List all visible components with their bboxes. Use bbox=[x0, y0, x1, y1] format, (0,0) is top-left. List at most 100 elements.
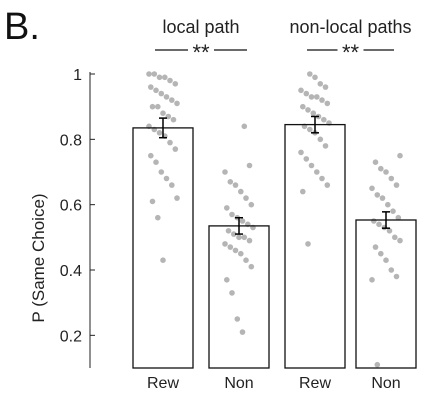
data-point bbox=[231, 231, 237, 237]
y-tick-label: 1 bbox=[73, 67, 82, 84]
y-axis-label: P (Same Choice) bbox=[29, 193, 48, 322]
y-axis: 0.2 0.4 0.6 0.8 1 bbox=[60, 67, 95, 368]
data-point bbox=[303, 90, 310, 97]
data-point bbox=[163, 175, 170, 182]
data-point bbox=[312, 74, 318, 81]
data-point bbox=[392, 234, 398, 241]
data-point bbox=[174, 100, 180, 107]
significance-marker: ** bbox=[342, 40, 360, 65]
data-point bbox=[378, 165, 384, 172]
data-point bbox=[246, 162, 253, 169]
data-point bbox=[158, 90, 165, 97]
data-point bbox=[156, 130, 163, 136]
data-point bbox=[300, 188, 306, 195]
data-point bbox=[322, 143, 329, 149]
data-point bbox=[151, 71, 158, 77]
data-point bbox=[148, 152, 154, 159]
data-point bbox=[246, 237, 253, 244]
data-point bbox=[388, 267, 395, 273]
data-point bbox=[324, 182, 331, 188]
data-point bbox=[395, 214, 402, 221]
data-point bbox=[386, 228, 393, 234]
data-point bbox=[383, 169, 389, 175]
data-point bbox=[369, 185, 375, 192]
data-point bbox=[174, 195, 180, 201]
data-point bbox=[317, 136, 324, 143]
data-point bbox=[243, 257, 249, 264]
data-point bbox=[314, 169, 320, 175]
data-point bbox=[146, 71, 152, 77]
data-point bbox=[317, 81, 324, 87]
data-point bbox=[393, 273, 400, 280]
data-point bbox=[225, 228, 232, 234]
data-point bbox=[390, 208, 396, 214]
x-tick-label: Non bbox=[371, 375, 400, 392]
data-point bbox=[324, 100, 331, 107]
group-label: non-local paths bbox=[289, 17, 411, 37]
data-point bbox=[229, 290, 235, 296]
data-point bbox=[156, 74, 163, 81]
data-point bbox=[303, 156, 310, 162]
data-point bbox=[162, 74, 168, 81]
error-bar-4 bbox=[382, 211, 390, 229]
data-point bbox=[239, 329, 246, 335]
data-point bbox=[310, 110, 317, 116]
data-point bbox=[397, 237, 403, 244]
y-tick-label: 0.6 bbox=[60, 198, 82, 215]
bar-2 bbox=[208, 225, 270, 369]
data-point bbox=[305, 241, 311, 247]
data-point bbox=[374, 361, 381, 368]
error-bar-3 bbox=[311, 115, 319, 134]
group-label: local path bbox=[162, 17, 239, 37]
data-point bbox=[372, 159, 379, 165]
data-point bbox=[236, 234, 242, 241]
data-point bbox=[169, 182, 175, 188]
data-point bbox=[397, 152, 403, 159]
bar-3 bbox=[284, 123, 346, 369]
data-point bbox=[158, 169, 165, 175]
data-point bbox=[172, 81, 179, 87]
bar-1 bbox=[132, 127, 194, 369]
data-point bbox=[160, 257, 166, 264]
data-point bbox=[308, 94, 315, 100]
data-point bbox=[238, 188, 244, 195]
x-tick-label: Rew bbox=[147, 375, 179, 392]
error-bar-1 bbox=[159, 117, 167, 139]
data-point bbox=[160, 110, 166, 116]
data-point bbox=[308, 162, 315, 169]
data-point bbox=[153, 159, 159, 165]
data-point bbox=[371, 218, 377, 224]
data-point bbox=[227, 244, 234, 250]
data-point bbox=[388, 175, 395, 182]
y-tick-label: 0.8 bbox=[60, 132, 82, 149]
data-point bbox=[243, 195, 249, 201]
data-point bbox=[383, 257, 389, 264]
data-point bbox=[232, 182, 239, 188]
data-point bbox=[307, 126, 313, 133]
data-point bbox=[172, 146, 179, 152]
data-point bbox=[170, 116, 177, 123]
data-point bbox=[314, 94, 320, 100]
data-point bbox=[298, 87, 304, 94]
data-point bbox=[319, 175, 325, 182]
data-point bbox=[153, 87, 159, 94]
data-point bbox=[224, 277, 230, 283]
data-point bbox=[238, 250, 244, 257]
data-point bbox=[227, 179, 234, 185]
data-point bbox=[234, 316, 241, 322]
data-point bbox=[241, 123, 248, 130]
data-point bbox=[167, 139, 173, 146]
data-point bbox=[239, 218, 246, 224]
panel-label: B. bbox=[4, 6, 40, 48]
data-point bbox=[393, 182, 400, 188]
data-point bbox=[241, 234, 248, 241]
data-point bbox=[155, 103, 161, 110]
y-tick-label: 0.4 bbox=[60, 263, 82, 280]
data-point bbox=[372, 244, 379, 250]
significance-marker: ** bbox=[192, 40, 210, 65]
data-point bbox=[385, 201, 391, 208]
x-tick-label: Non bbox=[224, 375, 253, 392]
x-tick-labels: Rew Non Rew Non bbox=[147, 375, 401, 392]
data-point bbox=[248, 201, 255, 208]
